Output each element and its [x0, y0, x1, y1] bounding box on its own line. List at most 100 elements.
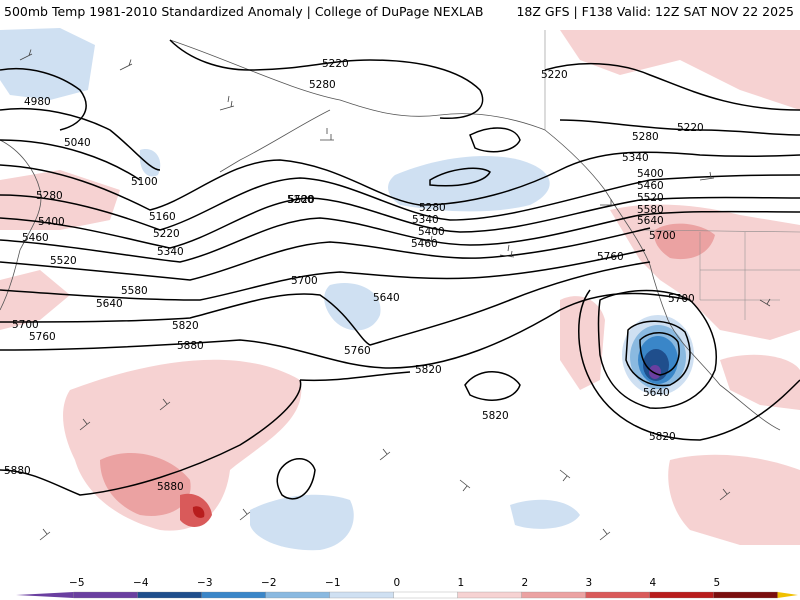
- contour-line: [578, 289, 800, 441]
- anomaly-area-red: [720, 354, 800, 410]
- wind-barb: [19, 49, 33, 61]
- contour-line: [0, 379, 302, 496]
- colorbar-swatch: [457, 591, 522, 599]
- contour-label: 5400: [418, 226, 445, 238]
- colorbar-tick-label: −1: [325, 577, 340, 589]
- colorbar-swatch: [201, 591, 266, 599]
- wind-barb: [419, 235, 435, 243]
- wind-barb: [459, 479, 471, 492]
- colorbar-tick-label: −4: [133, 577, 149, 589]
- weather-map: 4980 5040 5100 5160 5220 5220 5220 5220 …: [0, 24, 800, 574]
- contour-label: 5580: [121, 285, 148, 297]
- contour-label: 4980: [24, 96, 51, 108]
- contour-label: 5760: [29, 331, 56, 343]
- contour-label: 5700: [649, 230, 676, 242]
- colorbar-swatch: [585, 591, 650, 599]
- contour-line: [0, 67, 87, 131]
- contour-line: [0, 174, 800, 231]
- coastline-alaska: [169, 39, 606, 191]
- wind-barbs: [19, 49, 771, 541]
- colorbar-max-arrow: [777, 592, 798, 598]
- anomaly-area-red: [192, 506, 205, 518]
- colorbar-tick-label: 1: [457, 577, 464, 589]
- contour-label: 5760: [344, 345, 371, 357]
- height-contours: [0, 39, 800, 500]
- colorbar-swatch: [73, 591, 138, 599]
- anomaly-area-blue: [0, 28, 95, 100]
- anomaly-area-red: [0, 270, 70, 330]
- colorbar-swatch: [137, 591, 202, 599]
- contour-label: 5820: [415, 364, 442, 376]
- contour-line: [0, 151, 800, 211]
- contour-label: 5280: [309, 79, 336, 91]
- title-bar: 500mb Temp 1981-2010 Standardized Anomal…: [0, 0, 800, 25]
- wind-barb: [599, 528, 611, 541]
- contour-line: [464, 371, 521, 401]
- colorbar-tick-label: −3: [197, 577, 212, 589]
- cutoff-low-anomaly: [622, 315, 694, 395]
- wind-barb: [499, 244, 515, 258]
- anomaly-area-red: [668, 454, 800, 545]
- contour-line: [625, 320, 691, 387]
- contour-line: [429, 167, 491, 187]
- contour-label: 5040: [64, 137, 91, 149]
- contour-labels: 4980 5040 5100 5160 5220 5220 5220 5220 …: [4, 58, 704, 493]
- contour-line: [0, 210, 800, 263]
- contour-line: [0, 196, 800, 249]
- contour-label: 5760: [597, 251, 624, 263]
- contour-line: [299, 371, 411, 382]
- contour-label: 5340: [157, 246, 184, 258]
- anomaly-area-red: [560, 296, 605, 390]
- colorbar-tick-label: 4: [649, 577, 656, 589]
- anomaly-area-red: [560, 30, 800, 110]
- colorbar-tick-label: 3: [585, 577, 592, 589]
- wind-barb: [699, 171, 715, 181]
- wind-barb: [320, 128, 334, 141]
- wind-barb: [39, 528, 51, 541]
- map-title: 500mb Temp 1981-2010 Standardized Anomal…: [4, 4, 484, 19]
- contour-line: [469, 127, 521, 153]
- anomaly-area-blue: [510, 499, 580, 529]
- colorbar-swatch: [521, 591, 586, 599]
- border-us-canada: [639, 229, 800, 233]
- colorbar-tick-label: −5: [69, 577, 84, 589]
- anomaly-area-red: [100, 452, 191, 516]
- contour-label: 5700: [291, 275, 318, 287]
- colorbar-tick-label: 0: [393, 577, 400, 589]
- contour-line: [639, 332, 680, 376]
- model-run-label: 18Z GFS | F138 Valid: 12Z SAT NOV 22 202…: [516, 4, 794, 19]
- contour-label: 5820: [649, 431, 676, 443]
- contour-line: [0, 292, 691, 369]
- anomaly-shading: [0, 28, 800, 551]
- coastline-aleutians: [219, 109, 331, 173]
- anomaly-colorbar: −5 −4 −3 −2 −1 0 1 2 3 4 5: [0, 574, 800, 600]
- contour-label: 5280: [632, 131, 659, 143]
- contour-label: 5520: [288, 194, 315, 206]
- colorbar-tick-label: −2: [261, 577, 276, 589]
- coastlines: [0, 30, 800, 431]
- contour-label: 5640: [373, 292, 400, 304]
- contour-label: 5220: [541, 69, 568, 81]
- contour-label: 5280: [36, 190, 63, 202]
- anomaly-area-blue: [324, 283, 381, 331]
- contour-label: 5880: [4, 465, 31, 477]
- colorbar-tick-label: 2: [521, 577, 528, 589]
- contour-line: [559, 119, 800, 136]
- wind-barb: [159, 398, 171, 411]
- contour-label: 5820: [482, 410, 509, 422]
- contour-line: [276, 458, 316, 500]
- contour-label: 5880: [177, 340, 204, 352]
- contour-line: [0, 139, 141, 181]
- contour-label: 5220: [677, 122, 704, 134]
- contour-label: 5400: [637, 168, 664, 180]
- colorbar-swatch: [713, 591, 778, 599]
- wind-barb: [600, 199, 614, 206]
- contour-label: 5460: [637, 180, 664, 192]
- anomaly-area-blue: [139, 149, 161, 177]
- contour-line: [0, 227, 651, 281]
- anomaly-area-red: [0, 170, 120, 230]
- contour-label: 5400: [38, 216, 65, 228]
- anomaly-area-blue: [250, 494, 354, 551]
- coastline-baja: [719, 384, 781, 431]
- colorbar-swatches: [16, 591, 798, 599]
